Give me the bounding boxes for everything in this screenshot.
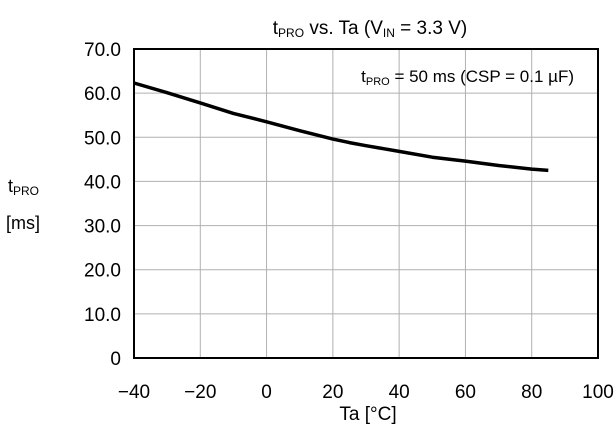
- y-tick-label: 20.0: [84, 261, 121, 282]
- series-group: [133, 81, 549, 173]
- x-tick-label: 0: [261, 382, 272, 403]
- y-tick-label: 70.0: [84, 40, 121, 61]
- chart-title-rest: vs. Ta (V: [304, 18, 383, 39]
- y-tick-label: 10.0: [84, 305, 121, 326]
- y-tick-labels: 0 10.0 20.0 30.0 40.0 50.0 60.0 70.0: [84, 40, 121, 370]
- y-axis-label: tPRO: [8, 176, 39, 198]
- chart-title-sub: PRO: [278, 26, 304, 40]
- x-tick-label: −20: [184, 382, 216, 403]
- x-axis-label: Ta [°C]: [339, 404, 396, 425]
- y-axis-unit: [ms]: [6, 213, 40, 233]
- x-tick-label: 40: [389, 382, 410, 403]
- x-tick-label: 100: [582, 382, 614, 403]
- annotation-main: t: [361, 67, 366, 86]
- plot-frame: [133, 48, 599, 359]
- annotation-rest: = 50 ms (CSP = 0.1 µF): [390, 67, 574, 86]
- x-tick-label: 80: [521, 382, 542, 403]
- grid: [134, 49, 598, 358]
- annotation-label: tPRO = 50 ms (CSP = 0.1 µF): [361, 67, 574, 88]
- y-axis-label-sub: PRO: [13, 184, 39, 198]
- x-tick-label: −40: [118, 382, 150, 403]
- series-line: [133, 81, 549, 173]
- x-tick-label: 20: [322, 382, 343, 403]
- y-axis-label-main: t: [8, 176, 13, 196]
- x-tick-labels: −40 −20 0 20 40 60 80 100: [118, 382, 614, 403]
- y-tick-label: 30.0: [84, 217, 121, 238]
- y-tick-label: 50.0: [84, 128, 121, 149]
- y-tick-label: 60.0: [84, 84, 121, 105]
- chart-title: tPRO vs. Ta (VIN = 3.3 V): [273, 18, 468, 40]
- x-tick-label: 60: [455, 382, 476, 403]
- chart-title-sub2: IN: [383, 26, 395, 40]
- annotation-sub: PRO: [366, 76, 390, 88]
- y-tick-label: 0: [110, 349, 121, 370]
- chart-title-main: t: [273, 18, 279, 39]
- chart-title-end: = 3.3 V): [395, 18, 467, 39]
- y-tick-label: 40.0: [84, 172, 121, 193]
